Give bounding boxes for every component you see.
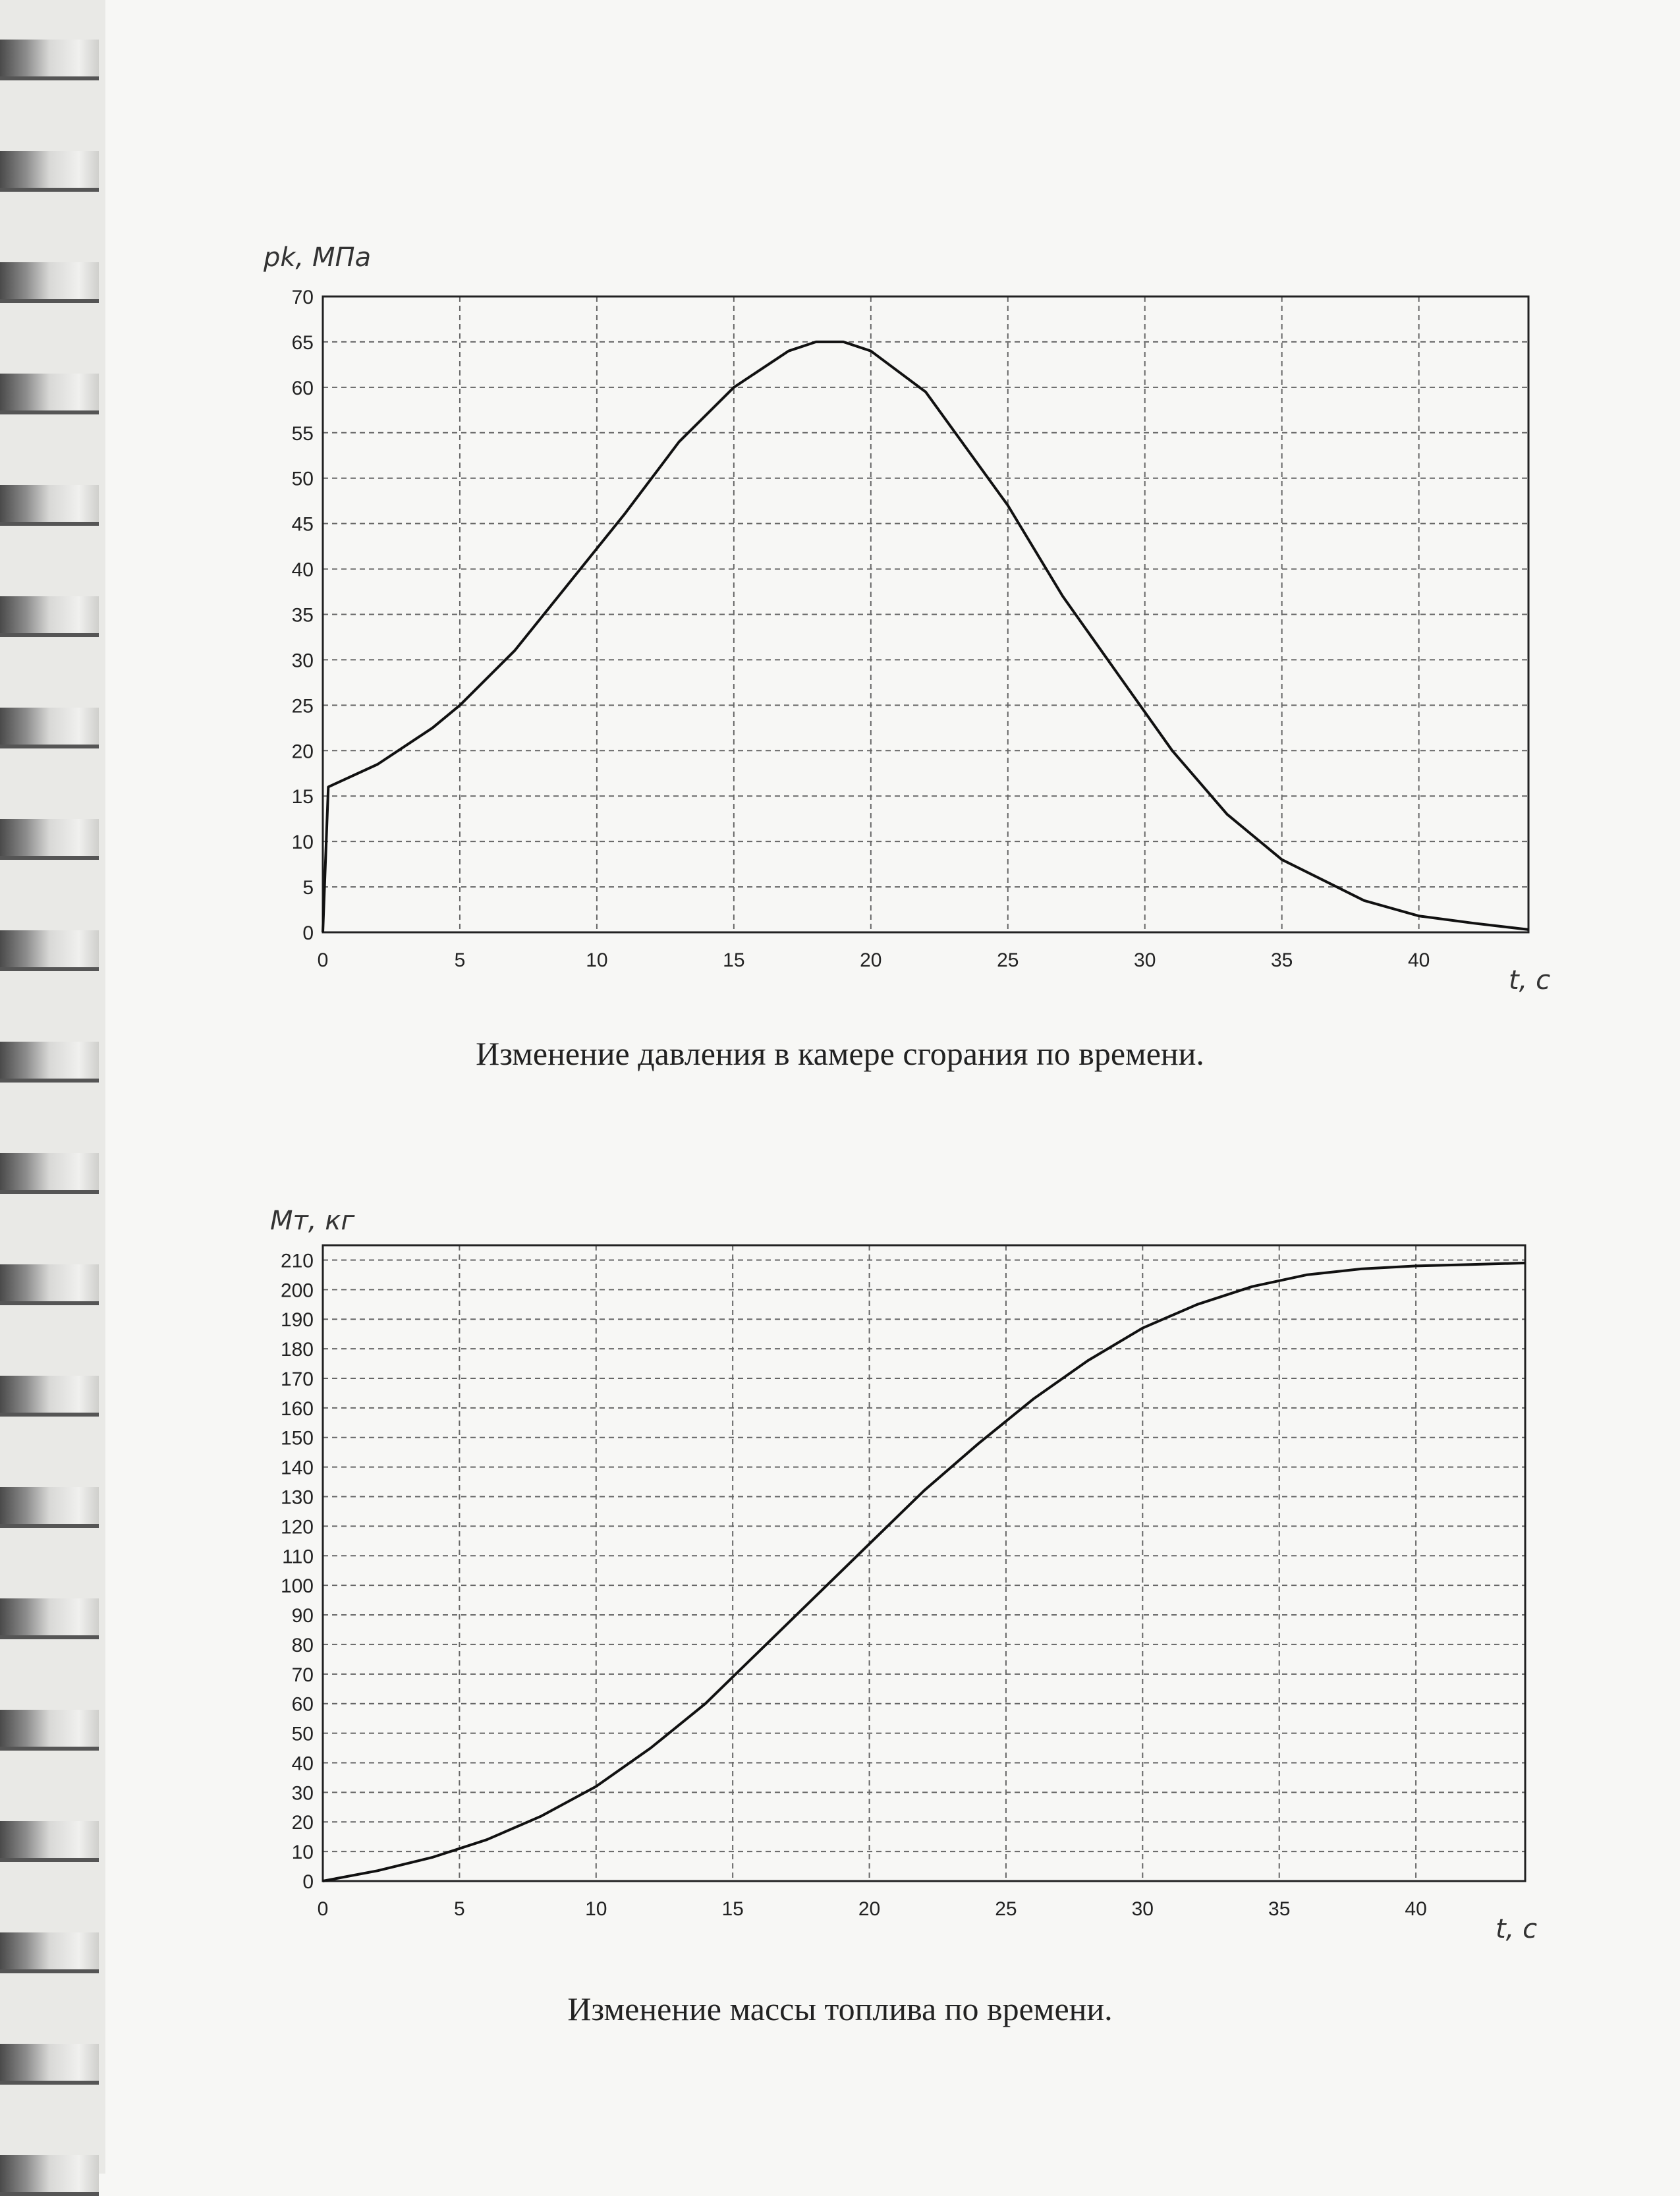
fuel-mass-chart-caption: Изменение массы топлива по времени. bbox=[0, 1990, 1680, 2028]
y-tick-label: 50 bbox=[292, 468, 314, 490]
y-tick-label: 25 bbox=[292, 695, 314, 717]
x-tick-label: 10 bbox=[586, 949, 607, 971]
x-tick-label: 10 bbox=[585, 1898, 607, 1920]
y-tick-label: 150 bbox=[281, 1428, 314, 1450]
y-tick-label: 140 bbox=[281, 1457, 314, 1479]
y-tick-label: 80 bbox=[292, 1635, 314, 1656]
y-tick-label: 200 bbox=[281, 1280, 314, 1301]
y-tick-label: 60 bbox=[292, 1694, 314, 1716]
x-tick-label: 35 bbox=[1271, 949, 1293, 971]
y-tick-label: 30 bbox=[292, 650, 314, 671]
y-tick-label: 10 bbox=[292, 1842, 314, 1863]
y-tick-label: 90 bbox=[292, 1605, 314, 1627]
x-tick-label: 20 bbox=[860, 949, 882, 971]
y-tick-label: 15 bbox=[292, 786, 314, 808]
y-tick-label: 130 bbox=[281, 1487, 314, 1509]
y-tick-label: 35 bbox=[292, 605, 314, 627]
x-tick-label: 15 bbox=[723, 949, 744, 971]
y-tick-label: 45 bbox=[292, 514, 314, 536]
y-tick-label: 70 bbox=[292, 1664, 314, 1686]
fuel-mass-y-axis-label: Mт, кг bbox=[270, 1206, 354, 1236]
y-tick-label: 10 bbox=[292, 831, 314, 853]
x-tick-label: 30 bbox=[1134, 949, 1156, 971]
y-tick-label: 70 bbox=[292, 287, 314, 308]
pressure-y-axis-label: pk, МПа bbox=[264, 242, 371, 273]
x-tick-label: 5 bbox=[455, 949, 466, 971]
y-tick-label: 0 bbox=[302, 922, 314, 944]
y-tick-label: 110 bbox=[282, 1546, 314, 1567]
y-tick-label: 100 bbox=[281, 1575, 314, 1597]
x-tick-label: 0 bbox=[318, 1898, 329, 1920]
y-tick-label: 55 bbox=[292, 423, 314, 445]
binding-ring bbox=[0, 151, 99, 192]
x-tick-label: 40 bbox=[1408, 949, 1430, 971]
binding-ring bbox=[0, 1153, 99, 1194]
y-tick-label: 40 bbox=[292, 559, 314, 581]
y-tick-label: 210 bbox=[281, 1250, 314, 1272]
x-tick-label: 40 bbox=[1405, 1898, 1426, 1920]
fuel-mass-chart: 0 5 10 15 20 25 30 35 40 0 10 20 30 40 50 60 70 80 90 100 11… bbox=[0, 1199, 1680, 1950]
x-tick-label: 15 bbox=[721, 1898, 743, 1920]
binding-ring bbox=[0, 2044, 99, 2085]
fuel-mass-x-axis-label: t, c bbox=[1496, 1914, 1537, 1944]
pressure-chart-caption: Изменение давления в камере сгорания по … bbox=[0, 1034, 1680, 1073]
y-tick-label: 170 bbox=[281, 1368, 314, 1390]
y-tick-label: 190 bbox=[281, 1309, 314, 1331]
y-tick-label: 5 bbox=[302, 877, 314, 899]
pressure-chart: 0 5 10 15 20 25 30 35 40 0 5 10 15 20 25 30 35 40 45 50 55 60… bbox=[0, 250, 1680, 1015]
pressure-x-axis-label: t, c bbox=[1509, 965, 1550, 996]
series-line bbox=[323, 342, 1528, 932]
binding-ring bbox=[0, 40, 99, 80]
y-tick-label: 60 bbox=[292, 378, 314, 399]
x-tick-label: 25 bbox=[997, 949, 1019, 971]
x-tick-label: 35 bbox=[1268, 1898, 1290, 1920]
y-tick-label: 120 bbox=[281, 1516, 314, 1538]
y-tick-label: 0 bbox=[302, 1871, 314, 1893]
y-tick-label: 40 bbox=[292, 1753, 314, 1774]
x-tick-label: 25 bbox=[995, 1898, 1017, 1920]
x-tick-label: 5 bbox=[454, 1898, 465, 1920]
binding-ring bbox=[0, 2155, 99, 2196]
y-tick-label: 50 bbox=[292, 1724, 314, 1745]
y-tick-label: 180 bbox=[281, 1339, 314, 1361]
y-tick-label: 30 bbox=[292, 1782, 314, 1804]
y-tick-label: 20 bbox=[292, 1812, 314, 1834]
plot-frame bbox=[323, 1245, 1525, 1881]
y-tick-label: 65 bbox=[292, 332, 314, 354]
x-tick-label: 30 bbox=[1132, 1898, 1154, 1920]
x-tick-label: 0 bbox=[318, 949, 329, 971]
y-tick-label: 20 bbox=[292, 741, 314, 762]
x-tick-label: 20 bbox=[858, 1898, 880, 1920]
y-tick-label: 160 bbox=[281, 1398, 314, 1420]
series-line bbox=[323, 1263, 1525, 1881]
